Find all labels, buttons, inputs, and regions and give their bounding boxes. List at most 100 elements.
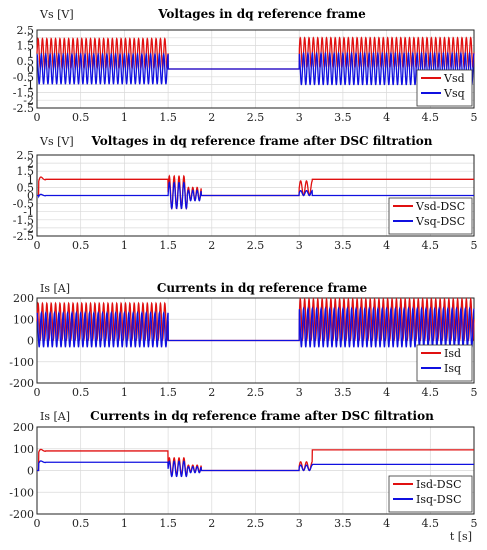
x-tick-label: 0 bbox=[34, 239, 41, 252]
y-tick-label: 100 bbox=[13, 443, 34, 456]
x-tick-label: 1 bbox=[121, 517, 128, 530]
y-tick-label: 0 bbox=[27, 63, 34, 76]
series-line-vsq bbox=[36, 51, 475, 86]
y-tick-label: -1 bbox=[23, 79, 34, 92]
y-tick-label: -1 bbox=[23, 206, 34, 219]
legend-label: Vsq-DSC bbox=[415, 215, 465, 228]
x-tick-label: 1.5 bbox=[159, 517, 177, 530]
y-tick-label: 200 bbox=[13, 421, 34, 434]
y-axis-label: Is [A] bbox=[40, 282, 70, 295]
y-tick-label: -0.5 bbox=[13, 198, 34, 211]
y-tick-label: 2.5 bbox=[17, 149, 35, 162]
x-tick-label: 0 bbox=[34, 517, 41, 530]
chart-title: Currents in dq reference frame bbox=[157, 281, 368, 295]
x-tick-label: 2 bbox=[208, 386, 215, 399]
series-line-isq bbox=[36, 306, 475, 348]
y-tick-label: 1 bbox=[27, 47, 34, 60]
x-tick-label: 2.5 bbox=[247, 386, 265, 399]
legend-label: Isd-DSC bbox=[416, 478, 462, 491]
y-tick-label: 1.5 bbox=[17, 40, 35, 53]
y-tick-label: 0 bbox=[27, 465, 34, 478]
y-tick-label: 0 bbox=[27, 190, 34, 203]
chart-title: Currents in dq reference frame after DSC… bbox=[90, 409, 434, 423]
y-tick-label: 2 bbox=[27, 157, 34, 170]
y-tick-label: 2 bbox=[27, 32, 34, 45]
chart-title: Voltages in dq reference frame bbox=[157, 7, 366, 21]
series-line-vsq-dsc bbox=[37, 181, 474, 210]
y-tick-label: 1 bbox=[27, 173, 34, 186]
chart-panel-1: 0 0.5 1 1.5 2 2.5 3 3.5 4 4.5 52.521.510.50-0.5-1-… bbox=[13, 7, 478, 124]
y-axis-label: Vs [V] bbox=[39, 135, 74, 148]
x-tick-label: 3.5 bbox=[334, 111, 352, 124]
x-tick-label: 3 bbox=[296, 239, 303, 252]
legend-box bbox=[416, 344, 473, 382]
x-tick-label: 3 bbox=[296, 517, 303, 530]
y-axis-label: Vs [V] bbox=[39, 8, 74, 21]
x-tick-label: 5 bbox=[471, 386, 478, 399]
x-tick-label: 4 bbox=[383, 386, 390, 399]
y-tick-label: 2.5 bbox=[17, 24, 35, 37]
x-tick-label: 5 bbox=[471, 111, 478, 124]
x-tick-label: 4.5 bbox=[422, 111, 440, 124]
x-tick-label: 4.5 bbox=[422, 517, 440, 530]
x-tick-label: 4.5 bbox=[422, 386, 440, 399]
x-tick-label: 0 bbox=[34, 111, 41, 124]
x-tick-label: 3 bbox=[296, 386, 303, 399]
x-tick-label: 0.5 bbox=[72, 239, 90, 252]
legend-box bbox=[388, 197, 473, 235]
y-tick-label: 0 bbox=[27, 335, 34, 348]
y-tick-label: -200 bbox=[9, 508, 34, 521]
x-tick-label: 1 bbox=[121, 386, 128, 399]
y-tick-label: -100 bbox=[9, 486, 34, 499]
y-tick-label: -1.5 bbox=[13, 214, 34, 227]
x-tick-label: 4 bbox=[383, 111, 390, 124]
series-line-isq-dsc bbox=[37, 460, 474, 478]
y-tick-label: -2.5 bbox=[13, 230, 34, 243]
chart-panel-2: 0 0.5 1 1.5 2 2.5 3 3.5 4 4.5 52.521.510.50-0.5-1-… bbox=[13, 134, 478, 252]
y-tick-label: -2 bbox=[23, 222, 34, 235]
x-tick-label: 2.5 bbox=[247, 517, 265, 530]
x-tick-label: 2 bbox=[208, 111, 215, 124]
x-tick-label: 5 bbox=[471, 239, 478, 252]
x-tick-label: 1.5 bbox=[159, 111, 177, 124]
legend-label: Isd bbox=[444, 347, 461, 360]
legend-label: Vsq bbox=[443, 87, 465, 100]
legend-label: Isq bbox=[444, 362, 461, 375]
x-tick-label: 0.5 bbox=[72, 111, 90, 124]
x-axis-label: t [s] bbox=[450, 530, 472, 543]
x-tick-label: 1.5 bbox=[159, 386, 177, 399]
x-tick-label: 4.5 bbox=[422, 239, 440, 252]
chart-panel-4: 0 0.5 1 1.5 2 2.5 3 3.5 4 4.5 5 200 100 0 -100 -200 Curr… bbox=[9, 409, 477, 530]
x-tick-label: 4 bbox=[383, 517, 390, 530]
y-tick-label: -1.5 bbox=[13, 86, 34, 99]
plot-frame bbox=[36, 29, 475, 109]
x-tick-label: 3.5 bbox=[334, 239, 352, 252]
x-tick-label: 0 bbox=[34, 386, 41, 399]
legend-box bbox=[416, 69, 473, 107]
y-axis-label: Is [A] bbox=[40, 410, 70, 423]
y-tick-label: 200 bbox=[13, 292, 34, 305]
x-tick-label: 2.5 bbox=[247, 239, 265, 252]
x-tick-label: 5 bbox=[471, 517, 478, 530]
y-tick-label: 0.5 bbox=[17, 55, 35, 68]
x-tick-label: 1.5 bbox=[159, 239, 177, 252]
x-tick-label: 3.5 bbox=[334, 517, 352, 530]
y-tick-label: 1.5 bbox=[17, 165, 35, 178]
y-tick-label: 0.5 bbox=[17, 181, 35, 194]
x-tick-label: 2 bbox=[208, 239, 215, 252]
y-tick-label: -2 bbox=[23, 94, 34, 107]
legend-label: Vsd bbox=[443, 72, 465, 85]
x-tick-label: 0.5 bbox=[72, 517, 90, 530]
x-tick-label: 1 bbox=[121, 111, 128, 124]
x-tick-label: 2.5 bbox=[247, 111, 265, 124]
chart-panel-3: 0 0.5 1 1.5 2 2.5 3 3.5 4 4.5 5 200 100 0 -100 -200 Curr… bbox=[9, 281, 477, 399]
y-tick-label: -200 bbox=[9, 377, 34, 390]
y-tick-label: -2.5 bbox=[13, 102, 34, 115]
y-tick-label: -100 bbox=[9, 356, 34, 369]
x-tick-label: 0.5 bbox=[72, 386, 90, 399]
x-tick-label: 3 bbox=[296, 111, 303, 124]
x-tick-label: 1 bbox=[121, 239, 128, 252]
y-tick-label: -0.5 bbox=[13, 71, 34, 84]
legend-label: Vsd-DSC bbox=[415, 200, 465, 213]
